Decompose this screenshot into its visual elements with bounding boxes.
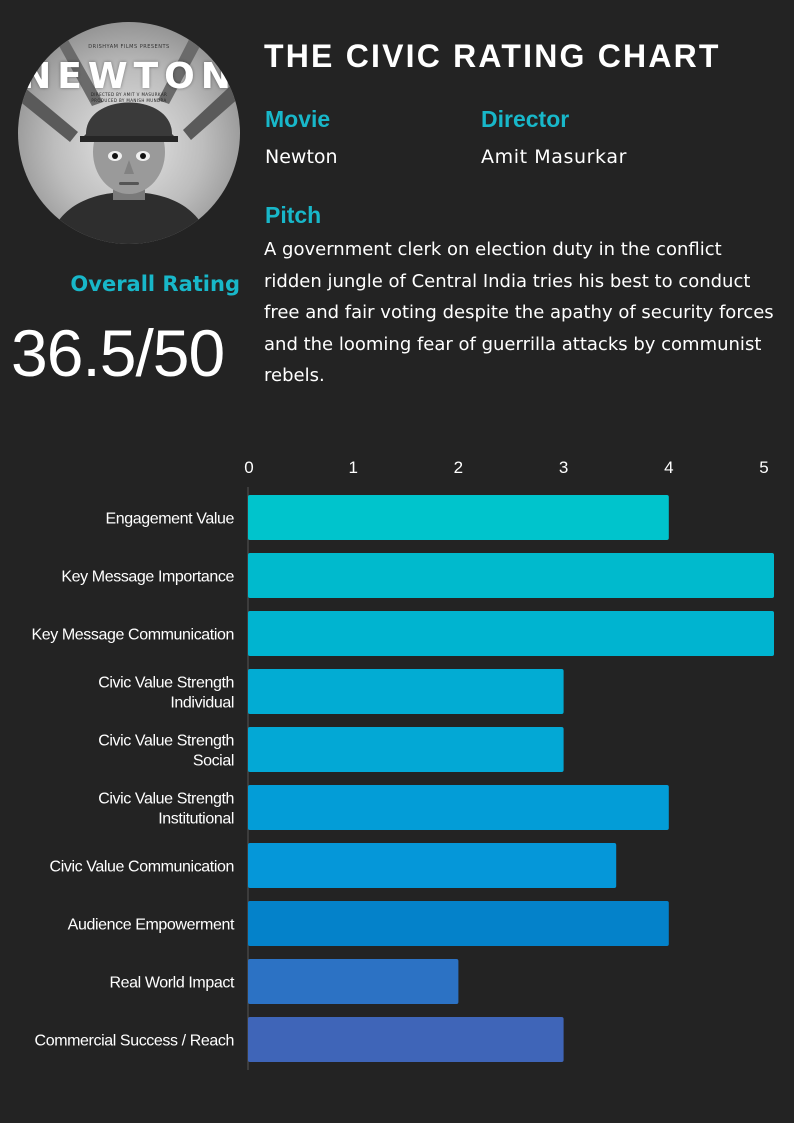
category-label: Real World Impact xyxy=(109,975,234,992)
poster-studio-text: DRISHYAM FILMS PRESENTS xyxy=(88,44,170,50)
category-label: Key Message Importance xyxy=(61,569,234,586)
bar xyxy=(248,495,669,540)
category-label: Key Message Communication xyxy=(31,627,234,644)
bar xyxy=(248,901,669,946)
bar xyxy=(248,785,669,830)
bar xyxy=(248,1017,564,1062)
overall-rating-label: Overall Rating xyxy=(70,272,240,296)
category-label: Civic Value Communication xyxy=(50,859,234,876)
category-label: Civic Value Strength Social xyxy=(98,733,234,770)
director-value: Amit Masurkar xyxy=(481,146,627,168)
movie-poster: DRISHYAM FILMS PRESENTS NEWTON DIRECTED … xyxy=(18,22,240,244)
poster-credit-producer: PRODUCED BY MANISH MUNDRA xyxy=(91,98,167,103)
bar xyxy=(248,843,617,888)
x-tick-label: 4 xyxy=(664,458,673,477)
category-label: Commercial Success / Reach xyxy=(35,1033,234,1050)
x-tick-label: 1 xyxy=(348,458,357,477)
x-tick-label: 3 xyxy=(559,458,568,477)
x-tick-label: 5 xyxy=(759,458,768,477)
category-label: Audience Empowerment xyxy=(68,917,235,934)
pitch-label: Pitch xyxy=(265,202,322,228)
poster-credit-director: DIRECTED BY AMIT V MASURKAR xyxy=(90,92,168,97)
bar xyxy=(248,553,774,598)
director-label: Director xyxy=(481,106,570,132)
movie-label: Movie xyxy=(265,106,331,132)
x-tick-label: 0 xyxy=(244,458,253,477)
x-tick-label: 2 xyxy=(454,458,463,477)
poster-title: NEWTON xyxy=(21,56,237,97)
civic-rating-bar-chart: 0 1 2 3 4 5 Engagement Value Key Message Import… xyxy=(31,458,774,1070)
category-label: Engagement Value xyxy=(105,511,234,528)
category-label: Civic Value Strength Institutional xyxy=(98,791,234,828)
poster-artwork xyxy=(18,22,240,244)
bar xyxy=(248,669,564,714)
overall-rating-value: 36.5/50 xyxy=(11,316,225,390)
bar xyxy=(248,611,774,656)
bar xyxy=(248,959,459,1004)
movie-value: Newton xyxy=(265,146,338,168)
pitch-text: A government clerk on election duty in t… xyxy=(264,239,774,386)
page-title: THE CIVIC RATING CHART xyxy=(264,38,721,74)
category-label: Civic Value Strength Individual xyxy=(98,675,234,712)
bar xyxy=(248,727,564,772)
